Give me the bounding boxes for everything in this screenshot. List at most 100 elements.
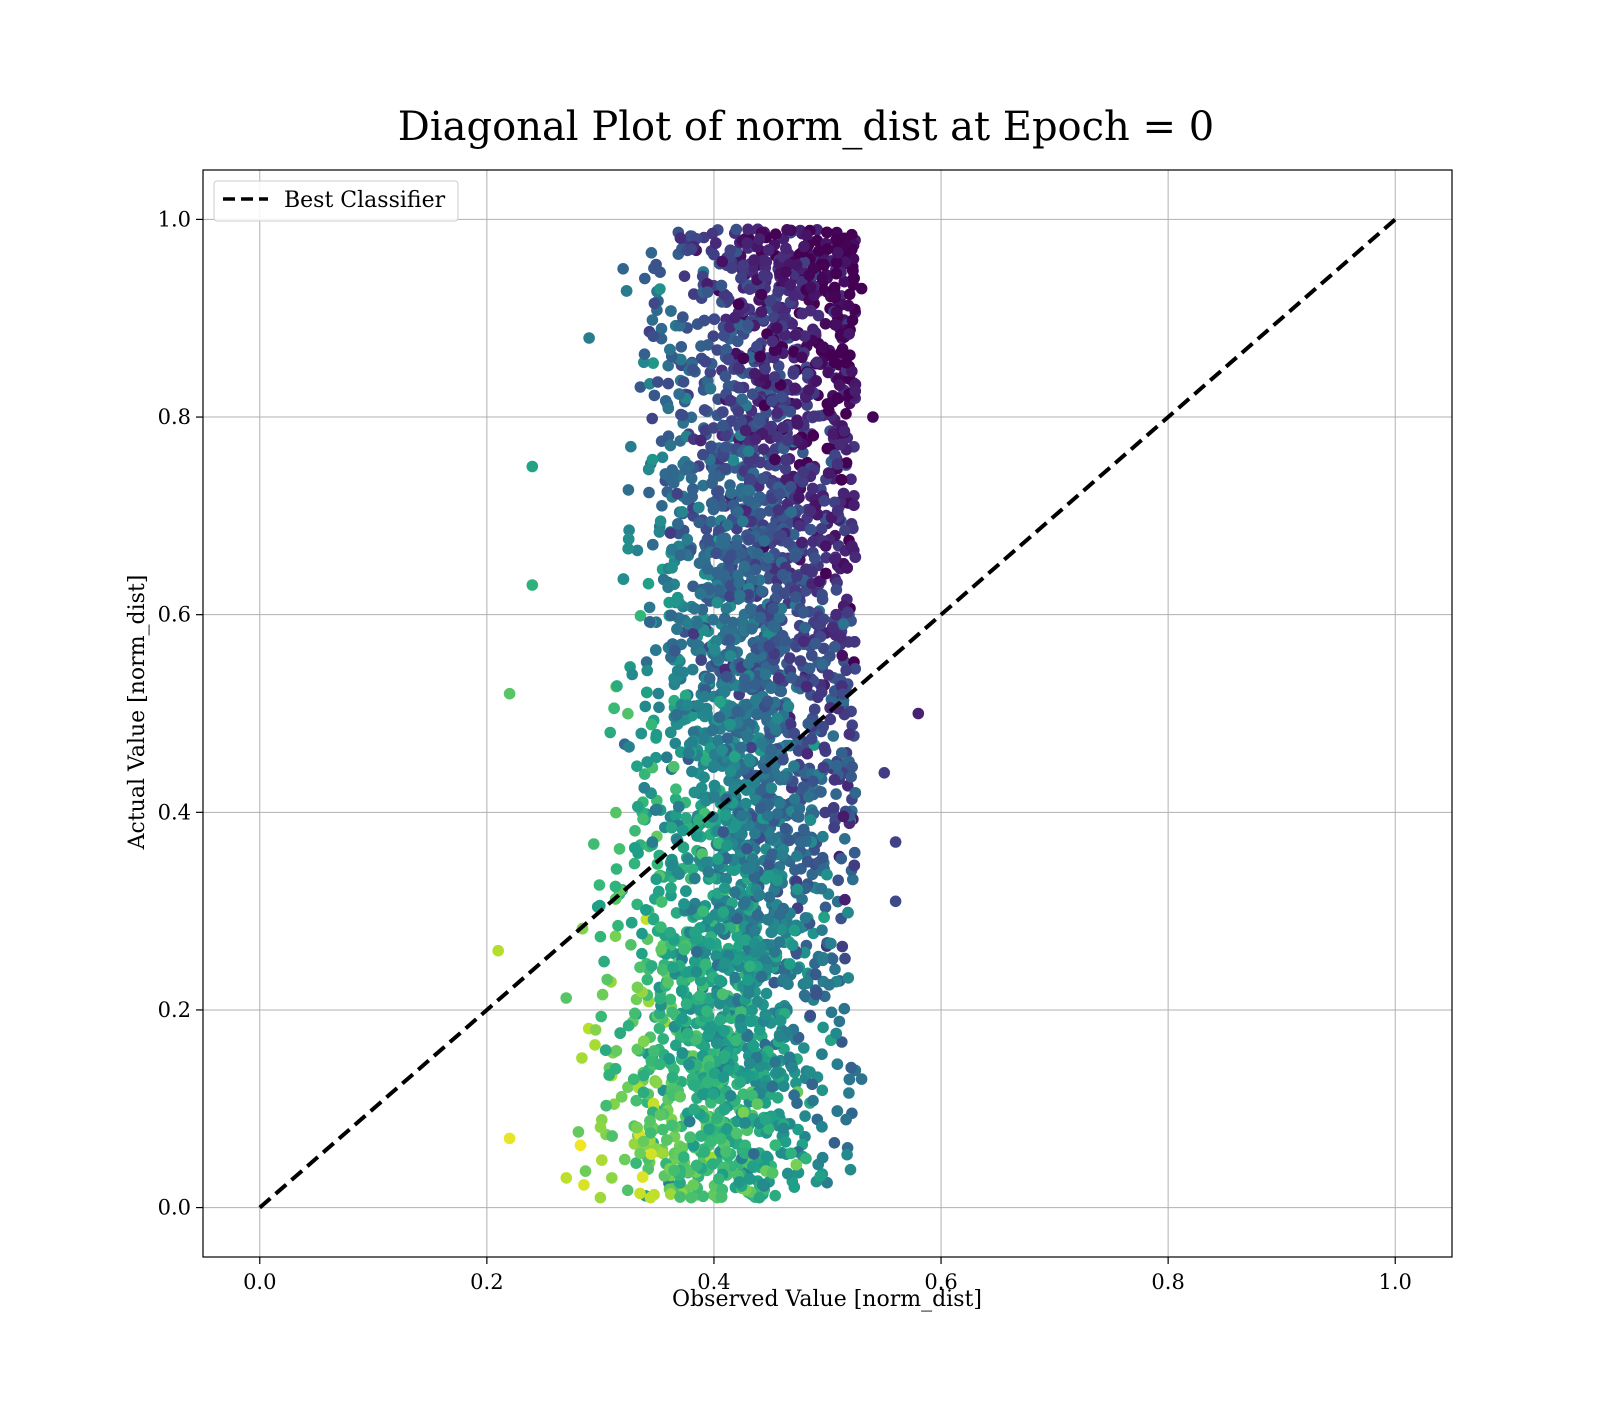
scatter-point <box>654 1058 666 1071</box>
scatter-point <box>708 643 721 656</box>
scatter-point <box>782 978 794 990</box>
scatter-point <box>634 961 646 974</box>
scatter-point <box>706 477 718 489</box>
y-tick-label: 0.2 <box>158 998 191 1022</box>
scatter-point <box>631 544 644 557</box>
scatter-point <box>781 224 793 236</box>
scatter-point <box>707 422 720 434</box>
scatter-point <box>912 707 925 720</box>
scatter-point <box>696 733 709 745</box>
scatter-point <box>748 871 761 883</box>
scatter-point <box>647 357 659 369</box>
scatter-point <box>789 382 801 395</box>
scatter-point <box>688 1103 700 1115</box>
scatter-point <box>707 614 719 626</box>
scatter-point <box>667 961 679 974</box>
scatter-point <box>811 356 823 369</box>
scatter-point <box>775 602 788 615</box>
scatter-point <box>702 866 715 878</box>
scatter-point <box>611 680 623 692</box>
scatter-point <box>690 1033 702 1046</box>
scatter-point <box>783 834 796 847</box>
scatter-point <box>788 793 801 806</box>
scatter-point <box>612 919 624 932</box>
scatter-point <box>716 533 728 545</box>
scatter-point <box>631 898 643 911</box>
scatter-point <box>766 335 779 348</box>
scatter-point <box>804 814 817 826</box>
scatter-point <box>779 634 791 647</box>
scatter-point <box>821 442 834 455</box>
scatter-point <box>703 1022 716 1035</box>
scatter-point <box>526 460 539 473</box>
scatter-point <box>640 904 652 916</box>
scatter-point <box>841 606 854 619</box>
scatter-point <box>724 1090 737 1102</box>
scatter-point <box>676 1012 689 1025</box>
scatter-point <box>737 259 750 272</box>
x-axis-ticks: 0.0 0.2 0.4 0.6 0.8 1.0 <box>243 1257 1412 1294</box>
scatter-point <box>798 823 810 836</box>
scatter-point <box>646 412 658 425</box>
scatter-point <box>772 286 784 298</box>
scatter-point <box>774 1014 787 1027</box>
scatter-point <box>753 1191 766 1204</box>
scatter-point <box>817 341 830 354</box>
scatter-point <box>745 623 758 635</box>
scatter-point <box>574 1139 587 1152</box>
scatter-point <box>816 1121 828 1133</box>
scatter-point <box>838 275 851 288</box>
scatter-point <box>714 1133 727 1145</box>
scatter-point <box>838 425 851 437</box>
scatter-point <box>754 611 767 624</box>
scatter-point <box>668 1164 680 1177</box>
scatter-point <box>718 1025 730 1037</box>
scatter-point <box>653 1022 666 1035</box>
scatter-point <box>830 256 843 269</box>
scatter-point <box>819 806 831 819</box>
scatter-point <box>820 567 832 580</box>
scatter-point <box>630 1094 643 1107</box>
scatter-point <box>631 760 643 772</box>
scatter-point <box>647 1097 660 1110</box>
scatter-point <box>679 689 692 702</box>
scatter-point <box>641 686 653 699</box>
scatter-point <box>734 1076 746 1088</box>
scatter-point <box>736 809 748 822</box>
scatter-point <box>635 727 648 740</box>
scatter-point <box>695 654 707 666</box>
scatter-point <box>676 409 689 422</box>
scatter-point <box>621 1184 634 1197</box>
scatter-point <box>705 1135 718 1148</box>
scatter-point <box>666 1071 679 1083</box>
scatter-point <box>725 487 737 500</box>
scatter-point <box>818 495 831 507</box>
scatter-point <box>772 1066 784 1079</box>
scatter-point <box>657 1123 669 1136</box>
scatter-points <box>492 223 925 1204</box>
scatter-point <box>788 727 800 740</box>
scatter-point <box>666 543 678 556</box>
scatter-point <box>689 872 701 885</box>
scatter-point <box>688 926 701 939</box>
scatter-point <box>843 1087 855 1099</box>
scatter-point <box>677 311 689 324</box>
scatter-point <box>698 314 711 327</box>
scatter-point <box>807 262 820 275</box>
scatter-point <box>739 673 751 686</box>
scatter-point <box>840 357 852 369</box>
scatter-point <box>741 699 753 711</box>
scatter-point <box>645 1148 657 1160</box>
scatter-point <box>845 473 857 486</box>
scatter-point <box>705 440 717 453</box>
scatter-point <box>799 1110 811 1122</box>
scatter-point <box>742 223 754 236</box>
scatter-point <box>735 741 747 754</box>
y-axis-label: Actual Value [norm_dist] <box>125 575 150 851</box>
scatter-point <box>802 718 815 730</box>
scatter-point <box>769 228 782 240</box>
scatter-point <box>732 506 744 518</box>
scatter-point <box>606 1130 618 1142</box>
scatter-point <box>819 540 832 552</box>
scatter-point <box>700 958 712 971</box>
